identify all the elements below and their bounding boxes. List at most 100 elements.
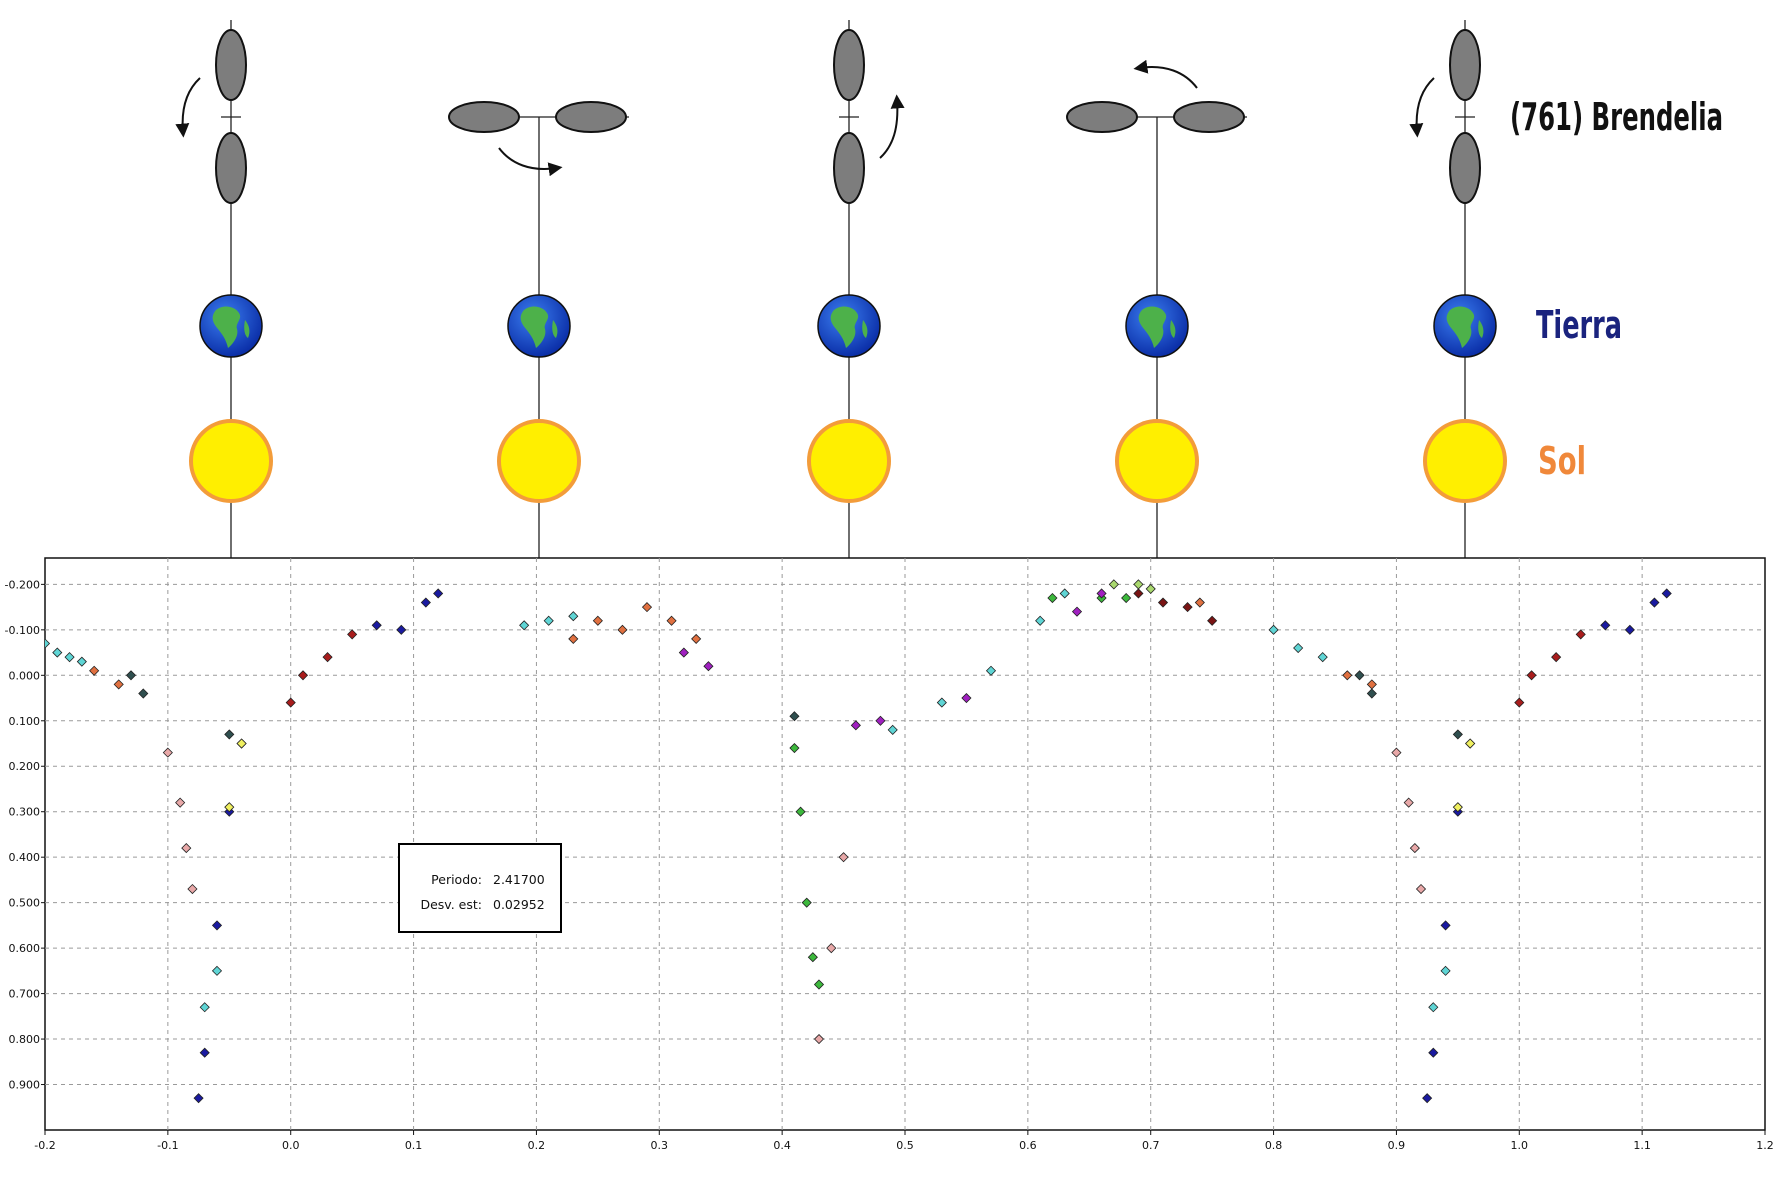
data-point (961, 692, 972, 704)
data-point (678, 647, 689, 658)
data-point (236, 738, 247, 749)
asteroid-lobe-icon (448, 101, 520, 133)
x-tick-label: -0.2 (34, 1139, 55, 1152)
data-point (1035, 615, 1046, 626)
data-point (193, 1093, 204, 1104)
data-point (813, 979, 825, 990)
data-point (592, 615, 603, 626)
data-point (1409, 843, 1420, 854)
data-point (45, 638, 51, 649)
data-point (789, 742, 800, 754)
data-point (1096, 588, 1107, 599)
stdev-label: Desv. est: (420, 897, 482, 912)
data-point (113, 679, 124, 690)
data-point (285, 697, 296, 708)
data-point (371, 620, 382, 631)
y-axis-ticks: -0.200 -0.100 0.000 0.100 0.200 0.300 0.400 0.5… (5, 578, 45, 1092)
x-axis-ticks: -0.2 -0.1 0.0 0.1 0.2 0.3 0.4 0.5 0.6 0.7 0.8 0.9 1.… (34, 1130, 1774, 1152)
data-point (807, 952, 818, 963)
asteroid-lobe-icon (1449, 29, 1481, 101)
data-point (1207, 615, 1218, 626)
x-tick-label: 0.1 (405, 1139, 423, 1152)
data-point (322, 652, 333, 663)
data-point (1059, 588, 1070, 599)
x-tick-label: 0.6 (1019, 1139, 1037, 1152)
asteroid-lobe-icon (215, 29, 247, 101)
data-point (1440, 965, 1451, 976)
data-point (1415, 883, 1427, 895)
y-tick-label: -0.200 (5, 578, 40, 591)
data-point (666, 615, 677, 626)
sun-icon (807, 419, 891, 503)
data-point (1428, 1002, 1439, 1013)
data-point (396, 624, 407, 635)
data-point (875, 715, 886, 726)
geometry-phase-05 (807, 20, 905, 558)
sun-icon (1115, 419, 1199, 503)
data-point (826, 943, 837, 954)
data-point (1649, 597, 1660, 608)
x-tick-label: 0.7 (1142, 1139, 1160, 1152)
data-point (1108, 579, 1119, 590)
data-point (1342, 670, 1353, 681)
data-point (887, 724, 898, 735)
data-point (1121, 592, 1132, 604)
asteroid-lobe-icon (833, 132, 865, 204)
data-point (1133, 588, 1144, 599)
geometry-phase-0 (175, 20, 273, 558)
x-tick-label: 0.3 (651, 1139, 669, 1152)
y-tick-label: 0.200 (9, 760, 41, 773)
x-tick-label: 0.5 (896, 1139, 914, 1152)
data-point (1182, 602, 1193, 613)
data-point (1551, 652, 1562, 663)
data-point (125, 670, 137, 681)
x-tick-label: 1.1 (1633, 1139, 1651, 1152)
y-tick-label: 0.700 (9, 988, 41, 1001)
geometry-phase-075 (1066, 59, 1247, 558)
sun-icon (1423, 419, 1507, 503)
data-point (641, 602, 653, 613)
rotation-arrow-icon (498, 147, 563, 177)
data-point (568, 633, 579, 645)
y-tick-label: 0.000 (9, 669, 41, 682)
sun-icon (497, 419, 581, 503)
sun-label: Sol (1538, 439, 1586, 483)
x-tick-label: 0.0 (282, 1139, 300, 1152)
data-point (1452, 729, 1463, 740)
y-tick-label: 0.800 (9, 1033, 41, 1046)
data-point (1661, 588, 1672, 599)
data-point (795, 806, 806, 817)
data-point (1133, 579, 1144, 590)
data-point (420, 597, 431, 608)
data-point (297, 670, 309, 681)
asteroid-lobe-icon (1173, 101, 1245, 133)
data-point (813, 1033, 825, 1045)
earth-icon (1125, 294, 1189, 358)
period-value: 2.41700 (493, 872, 545, 887)
data-point (1157, 597, 1169, 608)
data-point (850, 720, 861, 731)
diagram-title: (761) Brendelia (1510, 95, 1723, 139)
data-point (138, 688, 149, 699)
data-point (1575, 629, 1586, 640)
x-tick-label: 0.2 (528, 1139, 546, 1152)
y-tick-label: 0.500 (9, 897, 41, 910)
data-point (1366, 688, 1377, 699)
asteroid-lobe-icon (1449, 132, 1481, 204)
data-point (1465, 738, 1476, 749)
data-point (1317, 652, 1328, 663)
data-point (568, 611, 579, 622)
x-tick-label: 0.8 (1265, 1139, 1283, 1152)
asteroid-lobe-icon (833, 29, 865, 101)
data-point (76, 656, 87, 667)
data-point (1047, 592, 1058, 604)
data-point (211, 965, 223, 976)
data-point (1600, 620, 1611, 631)
data-point (1391, 747, 1402, 758)
data-point (1526, 670, 1537, 681)
data-point (199, 1002, 210, 1013)
data-point (617, 624, 628, 635)
earth-icon (507, 294, 571, 358)
data-point (64, 652, 75, 663)
x-tick-label: 1.2 (1756, 1139, 1774, 1152)
